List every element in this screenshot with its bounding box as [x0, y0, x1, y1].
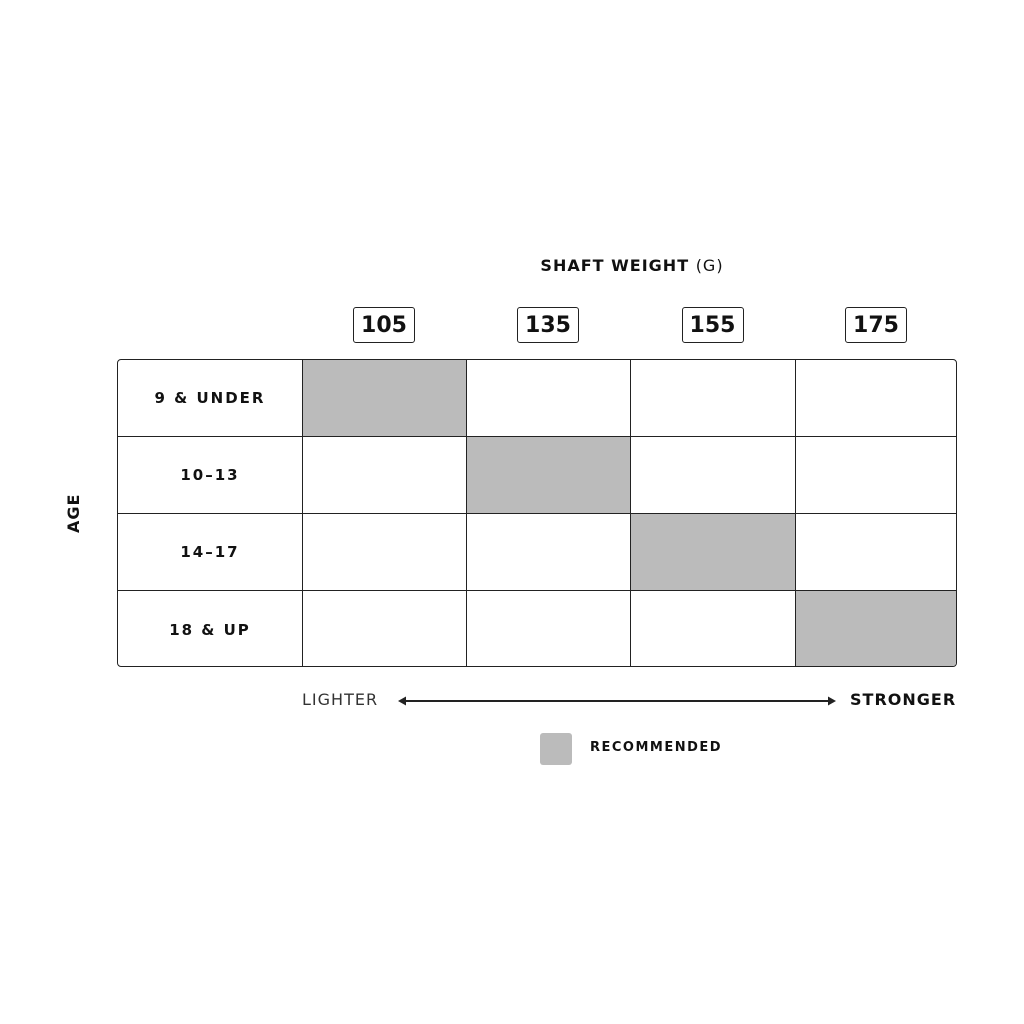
grid-cell: [796, 360, 956, 437]
stronger-label: STRONGER: [850, 690, 957, 709]
grid-cell: [467, 591, 631, 666]
recommended-cell: [467, 437, 631, 514]
column-header-105: 105: [353, 307, 415, 343]
recommended-cell: [631, 514, 796, 591]
grid-cell: [467, 514, 631, 591]
grid-cell: [303, 437, 467, 514]
row-label: 18 & UP: [118, 591, 303, 666]
grid-cell: [467, 360, 631, 437]
recommended-cell: [796, 591, 956, 666]
title-unit: (G): [695, 256, 724, 275]
recommendation-grid: 9 & UNDER 10–13 14–17 18 & UP: [117, 359, 957, 667]
grid-cell: [631, 360, 796, 437]
row-label: 9 & UNDER: [118, 360, 303, 437]
grid-cell: [303, 591, 467, 666]
grid-cell: [631, 591, 796, 666]
recommended-cell: [303, 360, 467, 437]
column-header-135: 135: [517, 307, 579, 343]
grid-cell: [796, 514, 956, 591]
row-label: 10–13: [118, 437, 303, 514]
lighter-label: LIGHTER: [302, 690, 379, 709]
legend-swatch: [540, 733, 572, 765]
column-header-155: 155: [681, 307, 744, 343]
grid-cell: [631, 437, 796, 514]
row-label: 14–17: [118, 514, 303, 591]
title-text: SHAFT WEIGHT: [540, 256, 690, 275]
legend-label: RECOMMENDED: [590, 740, 723, 755]
double-arrow-icon: [398, 696, 836, 706]
column-header-175: 175: [845, 307, 907, 343]
grid-cell: [796, 437, 956, 514]
age-axis-label: AGE: [64, 493, 83, 533]
chart-title: SHAFT WEIGHT (G): [0, 256, 1024, 275]
grid-cell: [303, 514, 467, 591]
